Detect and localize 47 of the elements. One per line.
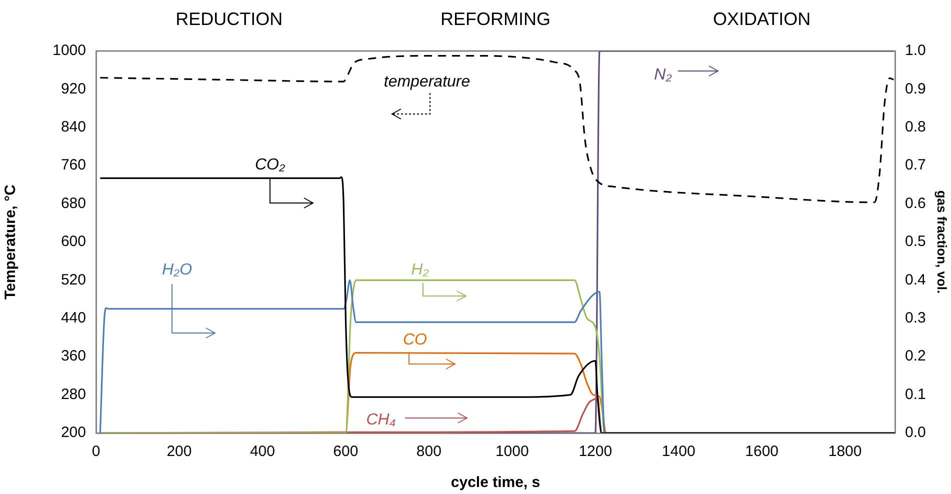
x-tick-label: 1600 — [745, 443, 779, 460]
series-label: CO₂ — [254, 156, 286, 174]
x-tick-label: 200 — [166, 443, 192, 460]
series-label: H₂ — [411, 261, 429, 278]
y2-tick-label: 0.9 — [905, 80, 926, 98]
x-axis-title: cycle time, s — [450, 474, 540, 492]
y-tick-label: 520 — [60, 271, 86, 288]
x-tick-label: 1200 — [578, 443, 612, 460]
y2-tick-label: 0.4 — [905, 271, 926, 288]
x-tick-label: 600 — [333, 443, 358, 460]
y-tick-label: 680 — [60, 194, 86, 212]
series-label: temperature — [384, 73, 470, 90]
series-label: H₂O — [162, 261, 192, 278]
y2-tick-label: 0.8 — [905, 118, 926, 136]
y-tick-label: 920 — [60, 80, 86, 98]
y2-axis-title: gas fraction, vol. — [934, 190, 950, 294]
y2-tick-label: 0.6 — [905, 194, 926, 212]
x-tick-label: 800 — [416, 443, 442, 460]
y-tick-label: 360 — [60, 348, 86, 365]
y2-tick-label: 0.0 — [905, 424, 926, 442]
y-tick-label: 200 — [60, 424, 86, 442]
x-tick-label: 1000 — [495, 443, 529, 460]
line-series — [99, 176, 895, 433]
x-tick-label: 0 — [92, 443, 100, 460]
legend-label: CH₄ — [366, 411, 396, 428]
y2-tick-label: 1.0 — [905, 42, 926, 60]
x-tick-label: 1400 — [662, 443, 696, 460]
y-tick-label: 760 — [60, 156, 86, 174]
y-tick-label: 440 — [60, 310, 86, 327]
y2-tick-label: 0.5 — [905, 233, 926, 250]
y2-tick-label: 0.7 — [905, 156, 926, 174]
y-tick-label: 1000 — [52, 42, 86, 60]
text: REFORMING — [440, 8, 550, 29]
y2-tick-label: 0.1 — [905, 386, 926, 403]
y-tick-label: 840 — [60, 118, 86, 136]
x-tick-label: 1800 — [828, 443, 862, 460]
line-series — [99, 54, 895, 204]
series-label: CO — [403, 331, 427, 348]
x-tick-label: 400 — [250, 443, 275, 460]
legend-label: N₂ — [654, 66, 672, 84]
text: OXIDATION — [712, 8, 811, 29]
y-axis-title: Temperature, °C — [2, 184, 20, 300]
y-tick-label: 600 — [60, 233, 86, 250]
y2-tick-label: 0.3 — [905, 310, 926, 327]
y-tick-label: 280 — [60, 386, 86, 403]
text: REDUCTION — [176, 8, 283, 29]
y2-tick-label: 0.2 — [905, 348, 926, 365]
